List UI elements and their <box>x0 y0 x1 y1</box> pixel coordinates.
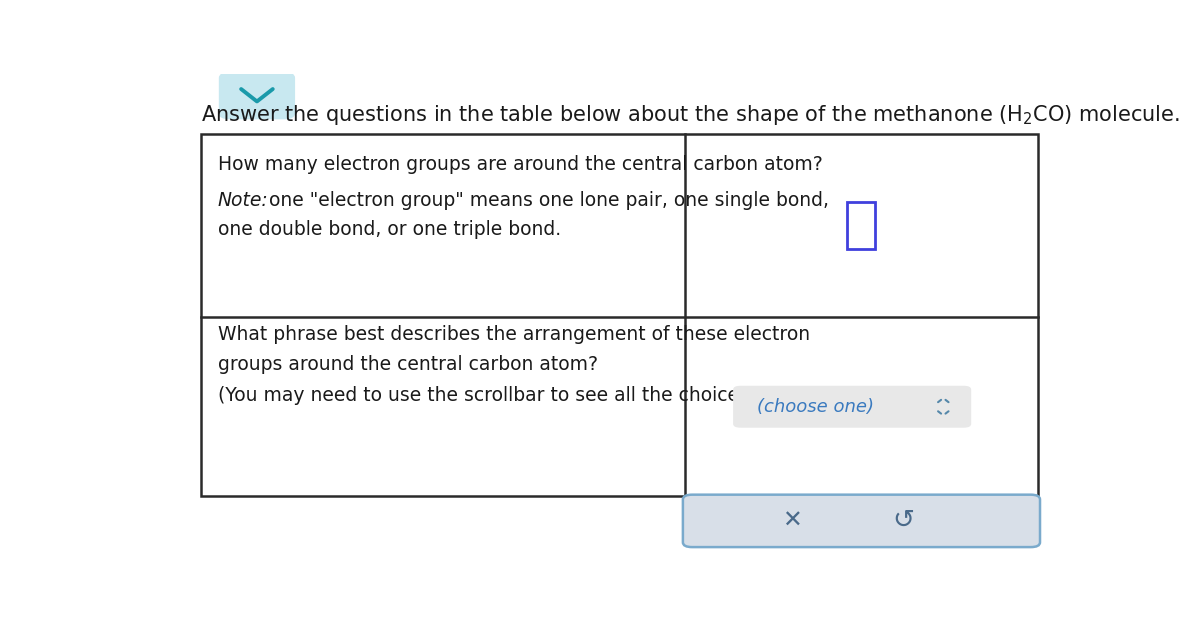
Text: one "electron group" means one lone pair, one single bond,: one "electron group" means one lone pair… <box>263 191 828 210</box>
Text: (choose one): (choose one) <box>757 398 875 416</box>
Text: What phrase best describes the arrangement of these electron: What phrase best describes the arrangeme… <box>218 324 810 344</box>
Text: ✕: ✕ <box>782 509 802 533</box>
Text: Note:: Note: <box>218 191 269 210</box>
Text: one double bond, or one triple bond.: one double bond, or one triple bond. <box>218 220 562 239</box>
Text: ↺: ↺ <box>893 508 914 534</box>
FancyBboxPatch shape <box>683 495 1040 547</box>
Text: How many electron groups are around the central carbon atom?: How many electron groups are around the … <box>218 155 823 175</box>
Text: Answer the questions in the table below about the shape of the methanone $\left(: Answer the questions in the table below … <box>202 103 1180 127</box>
FancyBboxPatch shape <box>202 134 1038 496</box>
Text: groups around the central carbon atom?: groups around the central carbon atom? <box>218 355 598 374</box>
FancyBboxPatch shape <box>847 202 876 249</box>
FancyBboxPatch shape <box>733 386 971 428</box>
FancyBboxPatch shape <box>218 72 295 119</box>
Text: (You may need to use the scrollbar to see all the choices.): (You may need to use the scrollbar to se… <box>218 386 762 405</box>
